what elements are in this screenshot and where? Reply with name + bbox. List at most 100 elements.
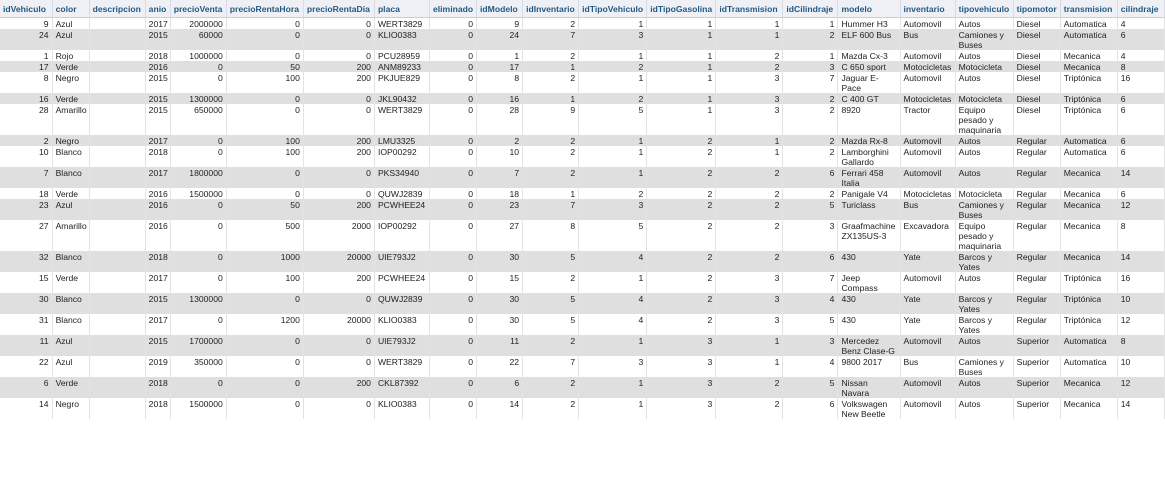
- cell-descripcion[interactable]: [89, 29, 146, 50]
- cell-color[interactable]: Negro: [52, 398, 90, 419]
- cell-color[interactable]: Negro: [52, 72, 90, 93]
- table-row[interactable]: 7 Blanco 2017 1800000 0 0 PKS34940 0 7 2 1 2 2 6 Ferra…: [0, 167, 1165, 188]
- cell-cilindraje[interactable]: 8: [1117, 335, 1165, 356]
- cell-transmision[interactable]: Automatica: [1060, 29, 1118, 50]
- cell-descripcion[interactable]: [89, 17, 146, 29]
- cell-inventario[interactable]: Automovil: [900, 135, 956, 146]
- cell-idinventario[interactable]: 7: [522, 356, 580, 377]
- cell-anio[interactable]: 2018: [145, 146, 171, 167]
- cell-placa[interactable]: WERT3829: [374, 17, 431, 29]
- cell-tipovehiculo[interactable]: Autos: [955, 72, 1014, 93]
- cell-idmodelo[interactable]: 30: [476, 251, 524, 272]
- cell-idtipogasolina[interactable]: 2: [646, 188, 717, 199]
- cell-idinventario[interactable]: 2: [522, 335, 580, 356]
- cell-precioventa[interactable]: 0: [170, 199, 227, 220]
- cell-inventario[interactable]: Motocicletas: [900, 93, 956, 104]
- cell-idinventario[interactable]: 1: [522, 61, 580, 72]
- cell-preciorentadia[interactable]: 0: [303, 188, 375, 199]
- cell-idinventario[interactable]: 2: [522, 377, 580, 398]
- cell-descripcion[interactable]: [89, 251, 146, 272]
- cell-idtransmision[interactable]: 2: [715, 199, 784, 220]
- cell-color[interactable]: Verde: [52, 93, 90, 104]
- cell-modelo[interactable]: Jeep Compass: [837, 272, 901, 293]
- cell-idcilindraje[interactable]: 1: [782, 17, 839, 29]
- cell-inventario[interactable]: Automovil: [900, 50, 956, 61]
- cell-color[interactable]: Negro: [52, 135, 90, 146]
- cell-eliminado[interactable]: 0: [429, 146, 478, 167]
- cell-anio[interactable]: 2015: [145, 72, 171, 93]
- cell-descripcion[interactable]: [89, 146, 146, 167]
- cell-inventario[interactable]: Automovil: [900, 17, 956, 29]
- cell-idtipogasolina[interactable]: 2: [646, 167, 717, 188]
- cell-idtransmision[interactable]: 1: [715, 335, 784, 356]
- cell-descripcion[interactable]: [89, 220, 146, 251]
- cell-placa[interactable]: KLIO0383: [374, 398, 431, 419]
- cell-transmision[interactable]: Triptónica: [1060, 104, 1118, 135]
- cell-color[interactable]: Amarillo: [52, 220, 90, 251]
- cell-anio[interactable]: 2018: [145, 50, 171, 61]
- cell-precioventa[interactable]: 0: [170, 220, 227, 251]
- cell-transmision[interactable]: Mecanica: [1060, 251, 1118, 272]
- cell-preciorentadia[interactable]: 20000: [303, 314, 375, 335]
- cell-precioventa[interactable]: 1300000: [170, 93, 227, 104]
- cell-preciorentahora[interactable]: 0: [226, 50, 304, 61]
- cell-idtipovehiculo[interactable]: 3: [578, 199, 648, 220]
- cell-modelo[interactable]: C 400 GT: [837, 93, 901, 104]
- cell-anio[interactable]: 2016: [145, 61, 171, 72]
- cell-idtipogasolina[interactable]: 3: [646, 356, 717, 377]
- cell-preciorentahora[interactable]: 0: [226, 17, 304, 29]
- cell-transmision[interactable]: Triptónica: [1060, 293, 1118, 314]
- cell-transmision[interactable]: Automatica: [1060, 17, 1118, 29]
- cell-idtransmision[interactable]: 1: [715, 146, 784, 167]
- table-row[interactable]: 10 Blanco 2018 0 100 200 IOP00292 0 10 2 1 2 1 2 Lambo…: [0, 146, 1165, 167]
- column-header-tipovehiculo[interactable]: tipovehiculo: [955, 0, 1014, 18]
- cell-idtransmision[interactable]: 3: [715, 272, 784, 293]
- cell-idtipovehiculo[interactable]: 5: [578, 104, 648, 135]
- table-row[interactable]: 9 Azul 2017 2000000 0 0 WERT3829 0 9 2 1 1 1 1 Hummer …: [0, 17, 1165, 29]
- cell-color[interactable]: Azul: [52, 29, 90, 50]
- cell-anio[interactable]: 2017: [145, 167, 171, 188]
- cell-preciorentahora[interactable]: 100: [226, 135, 304, 146]
- cell-precioventa[interactable]: 60000: [170, 29, 227, 50]
- cell-tipomotor[interactable]: Regular: [1013, 314, 1061, 335]
- cell-cilindraje[interactable]: 16: [1117, 272, 1165, 293]
- cell-idtransmision[interactable]: 3: [715, 93, 784, 104]
- cell-preciorentadia[interactable]: 0: [303, 167, 375, 188]
- table-row[interactable]: 2 Negro 2017 0 100 200 LMU3325 0 2 2 1 2 1 2 Mazda Rx-…: [0, 135, 1165, 146]
- cell-idmodelo[interactable]: 6: [476, 377, 524, 398]
- cell-eliminado[interactable]: 0: [429, 199, 478, 220]
- cell-anio[interactable]: 2017: [145, 17, 171, 29]
- cell-idcilindraje[interactable]: 5: [782, 314, 839, 335]
- cell-precioventa[interactable]: 0: [170, 72, 227, 93]
- cell-precioventa[interactable]: 0: [170, 314, 227, 335]
- cell-idtipovehiculo[interactable]: 3: [578, 29, 648, 50]
- cell-placa[interactable]: PKJUE829: [374, 72, 431, 93]
- cell-eliminado[interactable]: 0: [429, 220, 478, 251]
- cell-color[interactable]: Amarillo: [52, 104, 90, 135]
- cell-idtipovehiculo[interactable]: 1: [578, 17, 648, 29]
- cell-color[interactable]: Verde: [52, 61, 90, 72]
- cell-placa[interactable]: LMU3325: [374, 135, 431, 146]
- cell-preciorentadia[interactable]: 0: [303, 29, 375, 50]
- cell-idinventario[interactable]: 7: [522, 199, 580, 220]
- cell-idinventario[interactable]: 9: [522, 104, 580, 135]
- column-header-preciorentadia[interactable]: precioRentaDia: [303, 0, 375, 18]
- table-row[interactable]: 27 Amarillo 2016 0 500 2000 IOP00292 0 27 8 5 2 2 3 Gr…: [0, 220, 1165, 251]
- cell-eliminado[interactable]: 0: [429, 188, 478, 199]
- cell-descripcion[interactable]: [89, 335, 146, 356]
- cell-preciorentahora[interactable]: 0: [226, 29, 304, 50]
- cell-idvehiculo[interactable]: 11: [0, 335, 53, 356]
- cell-idtransmision[interactable]: 3: [715, 72, 784, 93]
- cell-modelo[interactable]: Volkswagen New Beetle: [837, 398, 901, 419]
- cell-transmision[interactable]: Automatica: [1060, 135, 1118, 146]
- cell-cilindraje[interactable]: 4: [1117, 50, 1165, 61]
- cell-color[interactable]: Azul: [52, 199, 90, 220]
- cell-precioventa[interactable]: 0: [170, 251, 227, 272]
- cell-placa[interactable]: ANM89233: [374, 61, 431, 72]
- cell-idmodelo[interactable]: 9: [476, 17, 524, 29]
- cell-placa[interactable]: IOP00292: [374, 146, 431, 167]
- cell-transmision[interactable]: Automatica: [1060, 335, 1118, 356]
- table-row[interactable]: 32 Blanco 2018 0 1000 20000 UIE793J2 0 30 5 4 2 2 6 43…: [0, 251, 1165, 272]
- cell-idtipovehiculo[interactable]: 1: [578, 135, 648, 146]
- cell-descripcion[interactable]: [89, 272, 146, 293]
